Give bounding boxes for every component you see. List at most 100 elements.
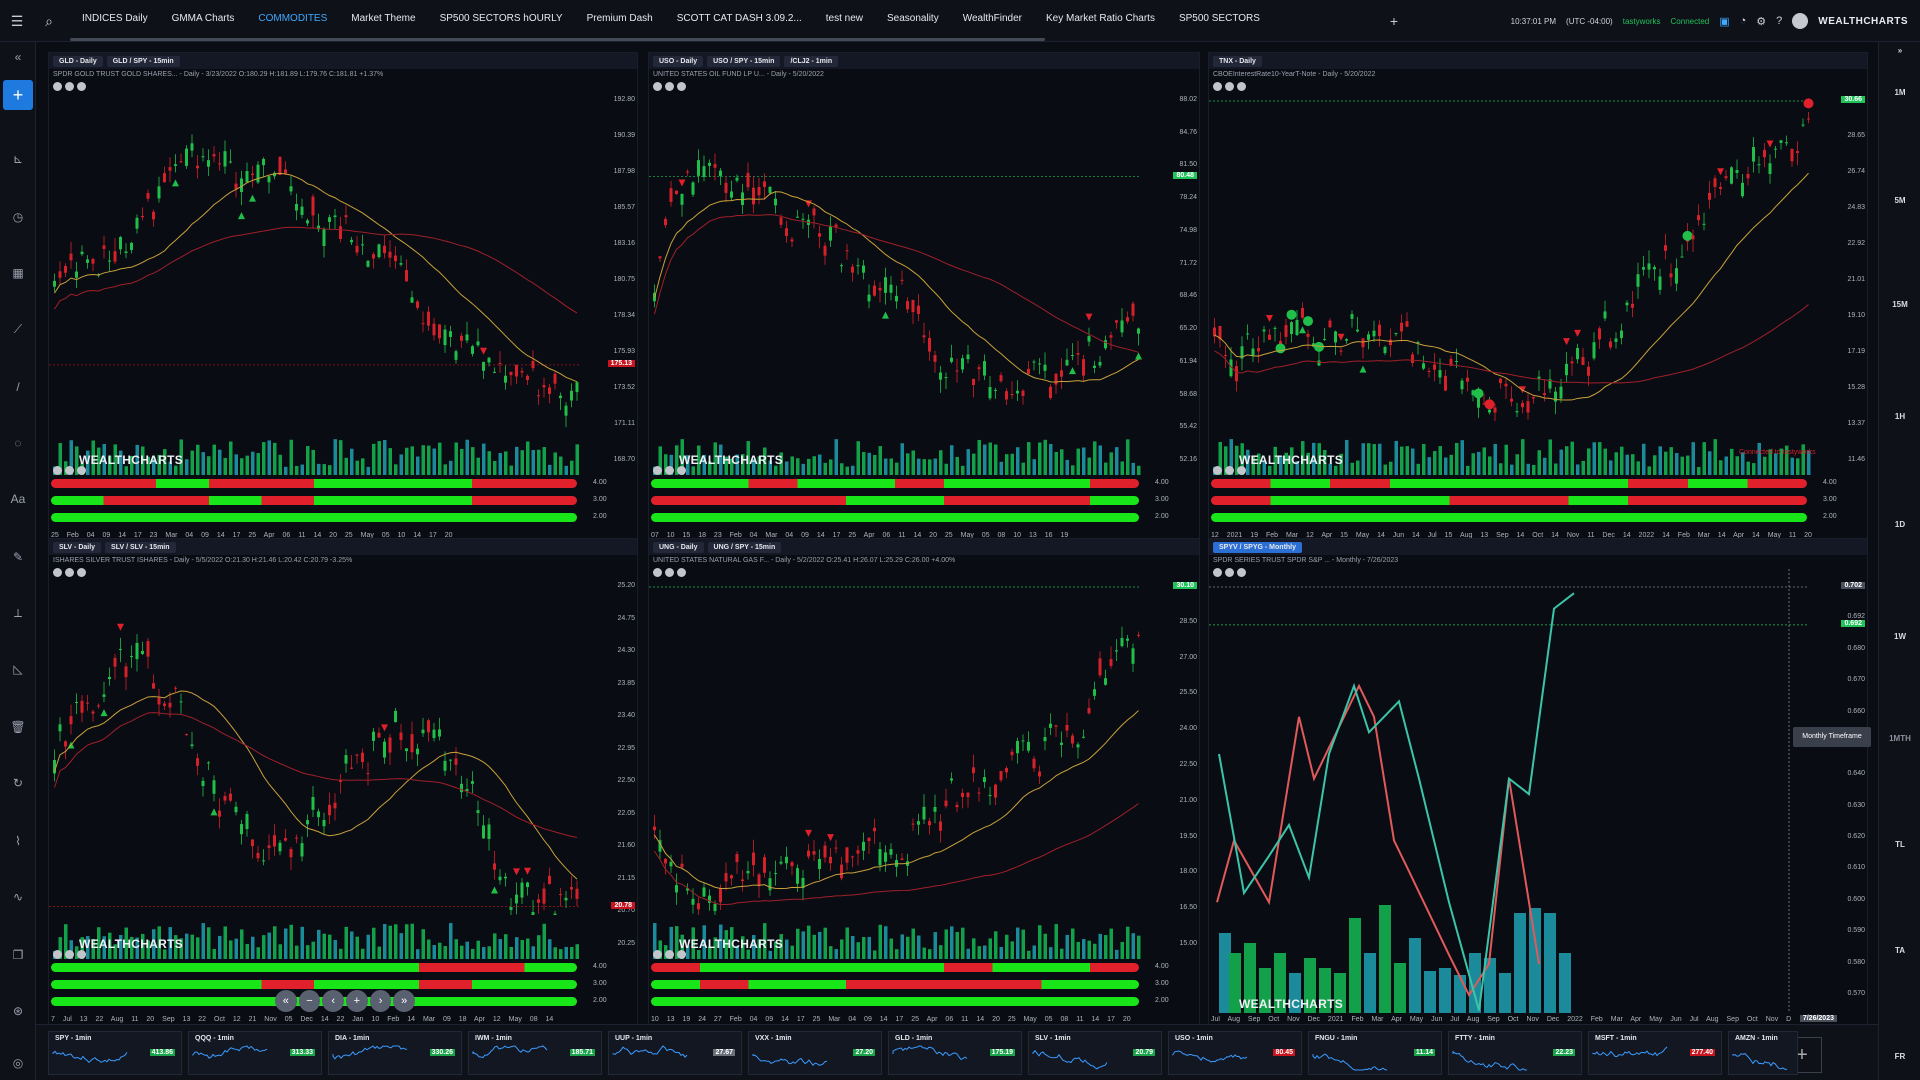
copy-icon[interactable]: ❐ (12, 948, 24, 962)
control-dot-icon[interactable] (65, 466, 74, 475)
layout-tab[interactable]: SP500 SECTORS (1178, 13, 1260, 24)
measure-tool-icon[interactable]: ◺ (13, 662, 23, 676)
price-chart[interactable] (1209, 53, 1868, 542)
control-dot-icon[interactable] (653, 82, 662, 91)
panel-symbol-tab[interactable]: TNX - Daily (1213, 55, 1262, 67)
chart-panel[interactable]: USO - Daily USO / SPY - 15min/CLJ2 - 1min… (648, 52, 1200, 542)
chart-panel[interactable]: UNG - Daily UNG / SPY - 15min UNITED STATE… (648, 538, 1200, 1026)
timeframe-ta[interactable]: TA (1894, 946, 1906, 955)
panel-symbol-tab[interactable]: USO - Daily (653, 55, 704, 67)
ticker-card[interactable]: MSFT - 1min 277.40 (1588, 1031, 1722, 1075)
control-dot-icon[interactable] (1225, 466, 1234, 475)
price-chart[interactable] (649, 53, 1200, 542)
panel-symbol-tab[interactable]: UNG - Daily (653, 541, 704, 553)
broker-name[interactable]: tastyworks (1622, 16, 1661, 26)
control-dot-icon[interactable] (665, 82, 674, 91)
price-chart[interactable] (1209, 539, 1868, 1026)
latest-icon[interactable]: » (393, 990, 416, 1012)
chart-panel[interactable]: TNX - Daily CBOEInterestRate10-YearT-Note… (1208, 52, 1868, 542)
ticker-card[interactable]: GLD - 1min 175.19 (888, 1031, 1022, 1075)
ticker-card[interactable]: DIA - 1min 330.26 (328, 1031, 462, 1075)
control-dot-icon[interactable] (653, 568, 662, 577)
zoom-out-icon[interactable]: − (298, 990, 321, 1012)
ticker-card[interactable]: IWM - 1min 185.71 (468, 1031, 602, 1075)
layout-tab[interactable]: GMMA Charts (171, 13, 235, 24)
control-dot-icon[interactable] (665, 466, 674, 475)
trend-tool-icon[interactable]: ⟋ (13, 322, 23, 336)
tab-scrollbar[interactable] (70, 38, 1045, 41)
add-tab-icon[interactable]: + (1389, 13, 1399, 29)
control-dot-icon[interactable] (1213, 568, 1222, 577)
layout-tab[interactable]: SCOTT CAT DASH 3.09.2... (676, 13, 802, 24)
bell-icon[interactable]: ◔ (1739, 15, 1747, 27)
price-chart[interactable] (49, 539, 638, 1026)
layout-tab[interactable]: SP500 SECTORS hOURLY (439, 13, 563, 24)
control-dot-icon[interactable] (1213, 466, 1222, 475)
chart-icon[interactable]: ⌇ (15, 834, 21, 848)
ticker-card[interactable]: FNGU - 1min 11.14 (1308, 1031, 1442, 1075)
layout-tab[interactable]: WealthFinder (962, 13, 1023, 24)
panel-symbol-tab[interactable]: GLD / SPY - 15min (106, 55, 180, 67)
timeframe-1m[interactable]: 1M (1894, 88, 1906, 97)
collapse-left-icon[interactable]: « (14, 50, 22, 64)
price-chart[interactable] (49, 53, 638, 542)
control-dot-icon[interactable] (1237, 568, 1246, 577)
layout-tab[interactable]: Seasonality (887, 13, 939, 24)
control-dot-icon[interactable] (65, 568, 74, 577)
control-dot-icon[interactable] (665, 950, 674, 959)
gear-icon[interactable]: ⚙ (1756, 15, 1767, 28)
panel-symbol-tab[interactable]: SLV / SLV - 15min (105, 541, 176, 553)
timeframe-1h[interactable]: 1H (1894, 412, 1906, 421)
shape-tool-icon[interactable]: ◌ (14, 436, 22, 450)
layout-tab[interactable]: Premium Dash (586, 13, 653, 24)
control-dot-icon[interactable] (665, 568, 674, 577)
help-icon[interactable]: ? (1776, 15, 1783, 27)
text-tool-icon[interactable]: Aa (10, 492, 26, 506)
control-dot-icon[interactable] (65, 950, 74, 959)
control-dot-icon[interactable] (1225, 568, 1234, 577)
control-dot-icon[interactable] (677, 82, 686, 91)
timeframe-tl[interactable]: TL (1895, 840, 1905, 849)
control-dot-icon[interactable] (1225, 82, 1234, 91)
ticker-card[interactable]: USO - 1min 80.45 (1168, 1031, 1302, 1075)
control-dot-icon[interactable] (653, 466, 662, 475)
timeframe-15m[interactable]: 15M (1892, 300, 1908, 309)
search-icon[interactable]: ⌕ (45, 13, 53, 29)
ticker-card[interactable]: SPY - 1min 413.86 (48, 1031, 182, 1075)
panel-symbol-tab[interactable]: /CLJ2 - 1min (784, 55, 839, 67)
control-dot-icon[interactable] (677, 950, 686, 959)
ticker-card[interactable]: FTTY - 1min 22.23 (1448, 1031, 1582, 1075)
refresh-icon[interactable]: ↻ (12, 776, 24, 790)
ticker-card[interactable]: AMZN - 1min (1728, 1031, 1798, 1075)
control-dot-icon[interactable] (53, 568, 62, 577)
settings-tool-icon[interactable]: ⊛ (12, 1004, 24, 1018)
timeframe-1d[interactable]: 1D (1894, 520, 1906, 529)
calendar-tool-icon[interactable]: ▦ (12, 266, 24, 280)
clock-tool-icon[interactable]: ◷ (12, 210, 24, 224)
control-dot-icon[interactable] (1237, 466, 1246, 475)
control-dot-icon[interactable] (77, 950, 86, 959)
timeframe-5m[interactable]: 5M (1894, 196, 1906, 205)
line-tool-icon[interactable]: / (16, 380, 20, 394)
axis-tool-icon[interactable]: ⊾ (12, 152, 24, 166)
ticker-card[interactable]: VXX - 1min 27.20 (748, 1031, 882, 1075)
ticker-card[interactable]: SLV - 1min 20.79 (1028, 1031, 1162, 1075)
pencil-tool-icon[interactable]: ✎ (12, 550, 24, 564)
control-dot-icon[interactable] (1213, 82, 1222, 91)
globe-icon[interactable]: ◎ (12, 1056, 24, 1070)
timeframe-1mth[interactable]: 1MTH (1889, 734, 1911, 743)
timezone[interactable]: (UTC -04:00) (1566, 16, 1613, 26)
control-dot-icon[interactable] (53, 82, 62, 91)
chart-panel[interactable]: GLD - Daily GLD / SPY - 15min SPDR GOLD TR… (48, 52, 638, 542)
panel-symbol-tab[interactable]: SPYV / SPYG - Monthly (1213, 541, 1303, 553)
control-dot-icon[interactable] (77, 82, 86, 91)
zoom-in-icon[interactable]: + (346, 990, 368, 1012)
ticker-card[interactable]: QQQ - 1min 313.33 (188, 1031, 322, 1075)
rewind-icon[interactable]: « (275, 990, 297, 1012)
collapse-right-icon[interactable]: » (1897, 46, 1903, 55)
control-dot-icon[interactable] (65, 82, 74, 91)
ruler-tool-icon[interactable]: ⟂ (13, 606, 22, 620)
timeframe-1w[interactable]: 1W (1894, 632, 1906, 641)
control-dot-icon[interactable] (1237, 82, 1246, 91)
layout-tab[interactable]: Key Market Ratio Charts (1046, 13, 1155, 24)
